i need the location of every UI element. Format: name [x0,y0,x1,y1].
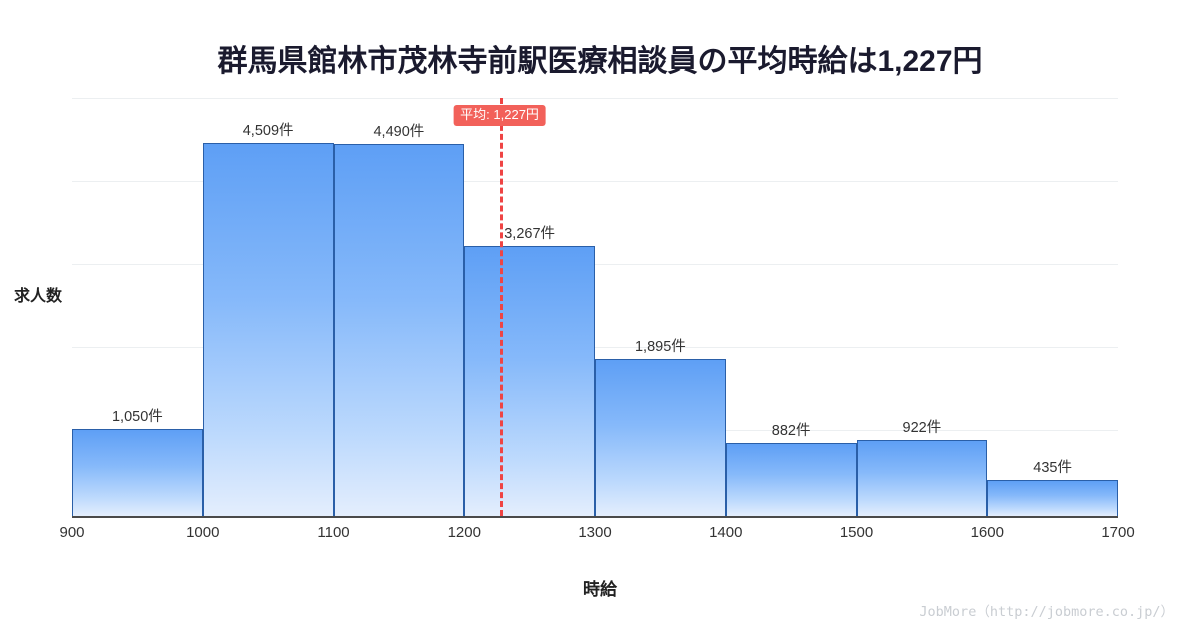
bar-value-label: 4,490件 [373,124,425,141]
x-tick-label: 1100 [317,524,350,541]
page-title: 群馬県館林市茂林寺前駅医療相談員の平均時給は1,227円 [217,45,983,78]
histogram-bar [595,359,726,516]
credit-text: JobMore（http://jobmore.co.jp/） [919,604,1174,620]
gridline [72,264,1118,265]
histogram-bar [202,142,334,516]
x-axis-label: 時給 [583,580,617,599]
bar-value-label: 922件 [902,419,942,436]
x-axis-line [72,516,1118,518]
x-tick-label: 1200 [447,524,481,541]
bar-value-label: 435件 [1033,459,1072,476]
gridline [72,181,1118,182]
histogram-bar [333,144,465,516]
x-tick-label: 1400 [709,524,743,541]
histogram-bar [72,429,203,516]
histogram-bar [987,480,1118,516]
average-badge: 平均: 1,227円 [453,105,546,127]
gridline [72,98,1118,99]
histogram-bar [464,245,595,516]
y-axis-label: 求人数 [14,288,63,305]
x-tick-label: 900 [59,524,85,541]
gridline [72,347,1118,348]
x-tick-label: 1600 [970,524,1004,541]
bar-value-label: 4,509件 [242,122,294,139]
histogram-bar [725,443,857,516]
bar-value-label: 1,895件 [634,339,686,356]
x-tick-label: 1000 [186,524,220,541]
x-tick-label: 1300 [578,524,612,541]
histogram-bar [856,439,988,516]
bar-value-label: 1,050件 [111,409,163,426]
bar-value-label: 3,267件 [504,225,556,242]
bar-value-label: 882件 [771,422,811,439]
x-tick-label: 1700 [1101,524,1135,541]
average-line [499,98,503,516]
x-tick-label: 1500 [839,524,874,541]
plot-area: 1,050件 4,509件 4,490件 3,267件 1,895件 882件 922件 43… [72,98,1118,516]
